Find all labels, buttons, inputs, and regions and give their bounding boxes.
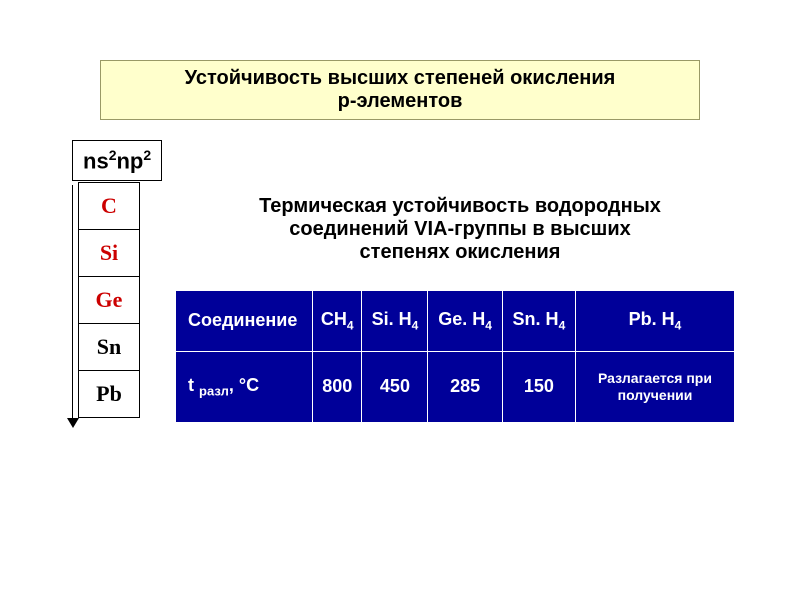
title-line1: Устойчивость высших степеней окисления <box>185 67 616 89</box>
elem-Sn: Sn <box>79 324 140 371</box>
cell-SiH4: Si. H4 <box>362 291 428 352</box>
row-temps: t разл, °C 800 450 285 150 Разлагается п… <box>176 351 735 422</box>
subtitle: Термическая устойчивость водородных соед… <box>220 195 700 264</box>
cell-t-GeH4: 285 <box>428 351 502 422</box>
slide-title: Устойчивость высших степеней окисления p… <box>100 60 700 120</box>
electron-config: ns2np2 <box>72 140 162 181</box>
cell-t-PbH4: Разлагается приполучении <box>576 351 735 422</box>
row-compounds: Соединение CH4 Si. H4 Ge. H4 Sn. H4 Pb. … <box>176 291 735 352</box>
arrow-down-icon <box>67 418 79 428</box>
elem-Si: Si <box>79 230 140 277</box>
cell-GeH4: Ge. H4 <box>428 291 502 352</box>
elem-Pb: Pb <box>79 371 140 418</box>
data-table: Соединение CH4 Si. H4 Ge. H4 Sn. H4 Pb. … <box>175 290 735 423</box>
cell-t-SnH4: 150 <box>502 351 575 422</box>
arrow-line <box>72 185 73 423</box>
element-column: C Si Ge Sn Pb <box>78 182 140 418</box>
cell-t-CH4: 800 <box>313 351 362 422</box>
cell-temp-label: t разл, °C <box>176 351 313 422</box>
cell-t-SiH4: 450 <box>362 351 428 422</box>
cell-SnH4: Sn. H4 <box>502 291 575 352</box>
cell-compound-label: Соединение <box>176 291 313 352</box>
elem-Ge: Ge <box>79 277 140 324</box>
title-line2: p-элементов <box>338 90 463 112</box>
elem-C: C <box>79 183 140 230</box>
cell-CH4: CH4 <box>313 291 362 352</box>
cell-PbH4: Pb. H4 <box>576 291 735 352</box>
